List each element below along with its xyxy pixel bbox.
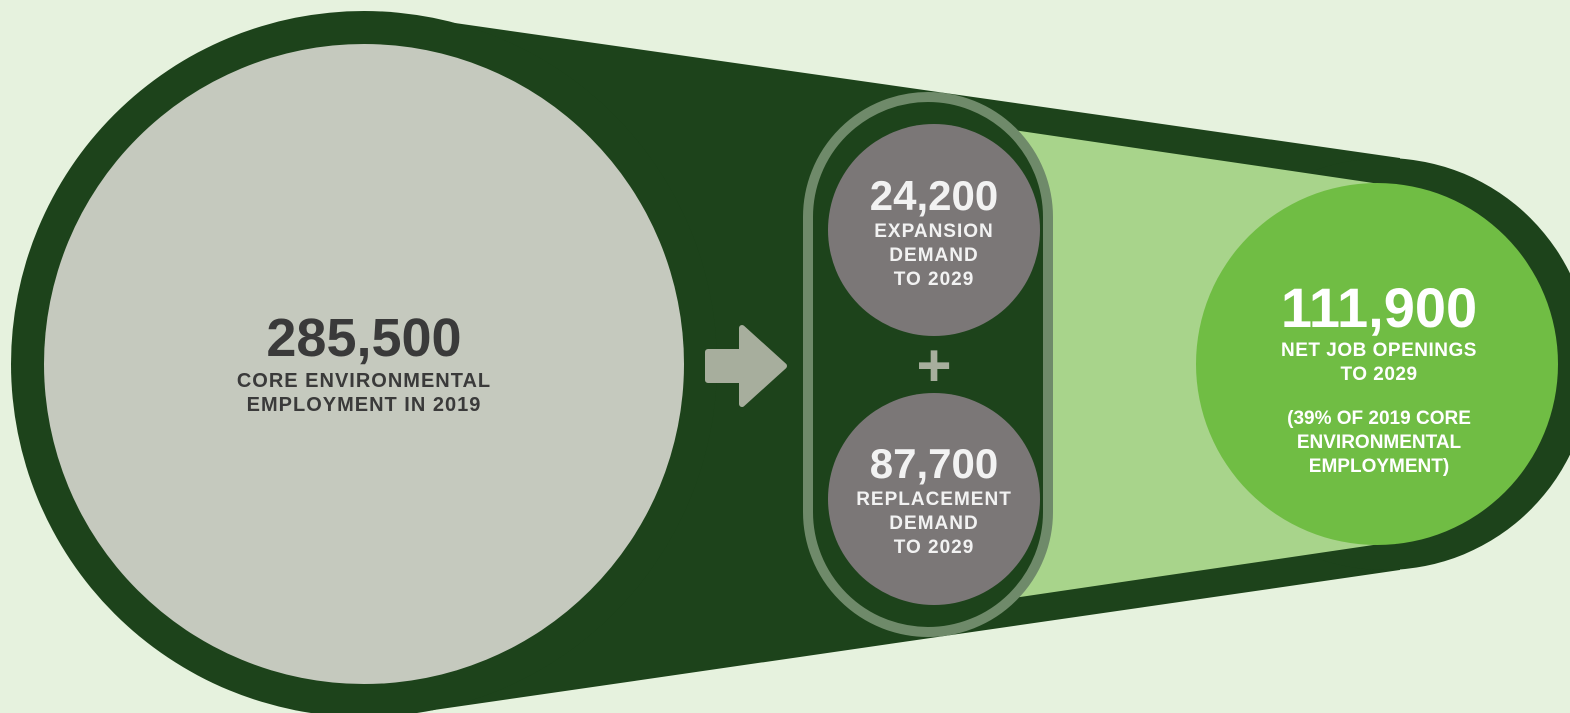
core-employment-caption: CORE ENVIRONMENTAL EMPLOYMENT IN 2019 (236, 370, 492, 416)
core-employment-value: 285,500 (266, 308, 462, 368)
net-job-openings-caption: NET JOB OPENINGS TO 2029 (1281, 340, 1477, 385)
expansion-demand-label: 24,200 EXPANSION DEMAND TO 2029 (870, 172, 998, 292)
right-arrow-icon (705, 325, 787, 407)
net-job-openings-circle (1196, 183, 1558, 545)
replacement-demand-label: 87,700 REPLACEMENT DEMAND TO 2029 (856, 440, 1012, 560)
core-employment-circle (44, 44, 684, 684)
plus-operator: + (916, 332, 951, 399)
net-job-openings-note: (39% OF 2019 CORE ENVIRONMENTAL EMPLOYME… (1287, 408, 1471, 477)
replacement-demand-value: 87,700 (869, 440, 999, 487)
net-job-openings-value: 111,900 (1280, 276, 1478, 339)
expansion-demand-value: 24,200 (869, 172, 999, 219)
replacement-demand-caption: REPLACEMENT DEMAND TO 2029 (856, 489, 1012, 558)
expansion-demand-caption: EXPANSION DEMAND TO 2029 (874, 221, 994, 290)
net-job-openings-label: 111,900 NET JOB OPENINGS TO 2029 (39% OF… (1281, 277, 1477, 479)
core-employment-label: 285,500 CORE ENVIRONMENTAL EMPLOYMENT IN… (237, 307, 491, 417)
replacement-demand-circle (828, 393, 1040, 605)
expansion-demand-circle (828, 124, 1040, 336)
